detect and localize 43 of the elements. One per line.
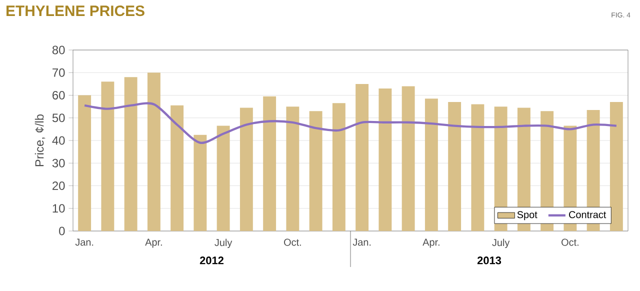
- bar: [471, 104, 484, 231]
- bar: [170, 105, 184, 231]
- bar: [402, 86, 415, 231]
- bar: [194, 134, 207, 231]
- x-tick-label: July: [492, 238, 510, 248]
- y-tick-label: 0: [59, 226, 65, 236]
- bar: [448, 102, 462, 231]
- bar: [240, 108, 253, 231]
- bar: [78, 95, 92, 231]
- x-tick-label: July: [214, 238, 232, 248]
- x-tick-label: Apr.: [422, 238, 440, 248]
- bar: [147, 72, 160, 231]
- bar: [424, 98, 438, 231]
- bar: [378, 88, 392, 231]
- text: 2012: [200, 256, 224, 264]
- x-tick-label: Jan.: [75, 238, 94, 246]
- y-tick-label: 70: [52, 68, 65, 77]
- bar: [263, 96, 276, 231]
- bar: [332, 103, 346, 231]
- legend-label: Contract: [569, 211, 606, 218]
- x-tick-label: Jan.: [352, 238, 371, 246]
- bar: [309, 111, 322, 231]
- y-tick-label: 50: [52, 114, 65, 122]
- bar: [101, 82, 114, 231]
- x-tick-label: Apr.: [145, 238, 162, 248]
- y-tick-label: 20: [52, 182, 65, 190]
- y-tick-label: 30: [52, 158, 65, 168]
- line-series: [83, 102, 618, 144]
- y-tick-label: 10: [52, 204, 65, 213]
- bar: [216, 126, 230, 231]
- x-tick-label: Oct.: [562, 238, 578, 246]
- bar: [610, 102, 623, 231]
- chart-title: ETHYLENE PRICES: [6, 6, 144, 16]
- bar: [356, 84, 369, 231]
- y-tick-label: 80: [52, 46, 65, 54]
- y-axis-title: Price, ¢/lb: [34, 114, 46, 166]
- bar: [124, 77, 138, 231]
- x-tick-label: Oct.: [284, 238, 301, 246]
- y-tick-label: 40: [52, 136, 65, 145]
- bar: [286, 106, 300, 231]
- y-tick-label: 60: [52, 91, 65, 100]
- legend-label: Spot: [517, 211, 538, 220]
- text: 2013: [477, 256, 502, 264]
